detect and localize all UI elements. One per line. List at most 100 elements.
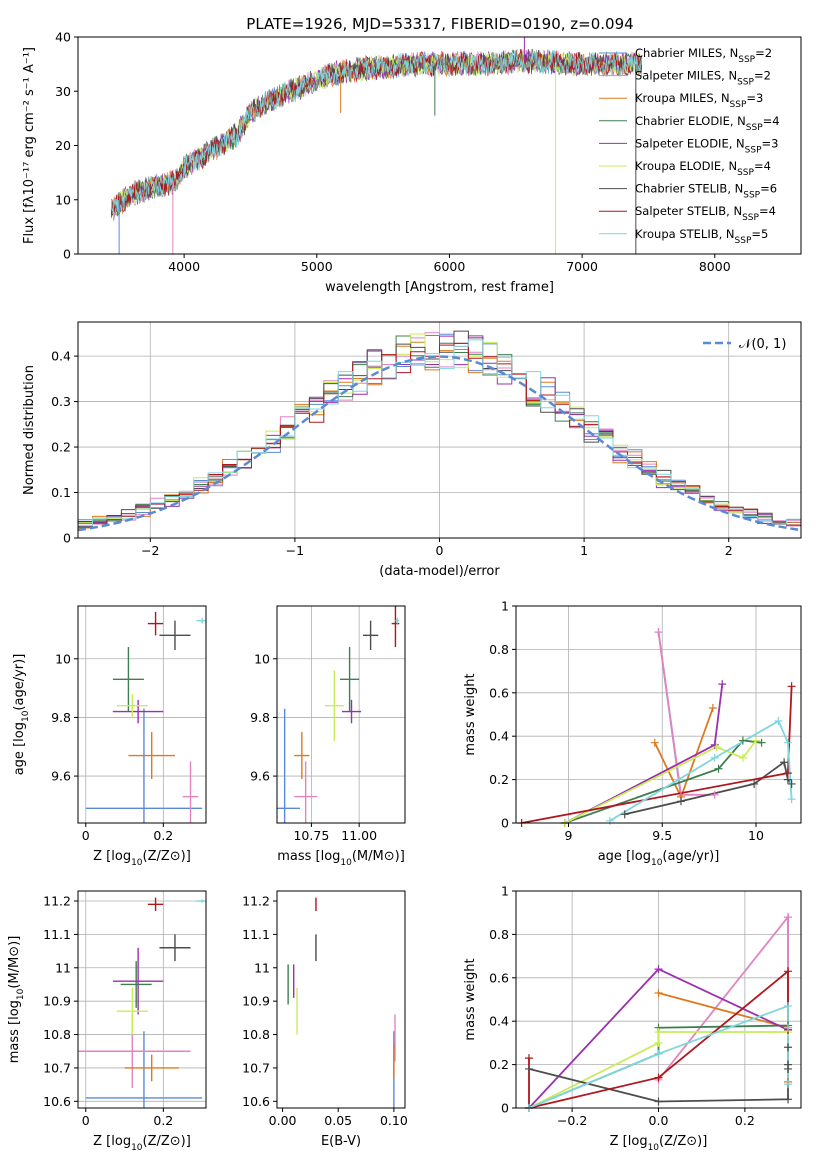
weight-marker [784, 1080, 793, 1089]
y-tick-label: 10 [55, 651, 71, 666]
y-tick-label: 10.6 [43, 1094, 71, 1109]
legend-label: Kroupa ELODIE, NSSP=4 [635, 159, 771, 178]
x-axis-label: wavelength [Angstrom, rest frame] [325, 280, 554, 295]
x-tick-label: 10 [748, 828, 764, 843]
y-tick-label: 10.8 [242, 1027, 270, 1042]
legend-label: Kroupa STELIB, NSSP=5 [635, 227, 768, 246]
weight-marker [718, 680, 727, 689]
weight-line [564, 683, 724, 823]
y-tick-label: 0.4 [489, 729, 509, 744]
y-axis-label: Normed distribution [22, 365, 37, 495]
weight-marker [784, 1095, 793, 1104]
plot-area [78, 897, 206, 1108]
weight-marker [784, 1002, 793, 1011]
legend-label: 𝒩(0, 1) [739, 337, 786, 352]
plot-area [85, 611, 206, 823]
y-tick-label: 20 [55, 138, 71, 153]
legend-label: Salpeter MILES, NSSP=2 [635, 69, 771, 88]
y-tick-label: 11.2 [43, 894, 71, 909]
weight-marker [654, 1073, 663, 1082]
legend-label: Salpeter ELODIE, NSSP=3 [635, 136, 778, 155]
weight-marker [677, 797, 685, 806]
legend-label: Chabrier STELIB, NSSP=6 [635, 182, 777, 201]
x-axis-label: E(B-V) [321, 1134, 361, 1149]
y-axis-label: age [log10(age/yr)] [12, 654, 31, 776]
x-tick-label: 10.75 [293, 828, 329, 843]
spectrum-line [110, 49, 643, 214]
axes-frame [276, 890, 406, 1109]
x-tick-label: 0.0 [649, 1113, 669, 1128]
spectrum-line [110, 49, 643, 214]
weight-marker [654, 1028, 663, 1037]
x-axis-label: mass [log10(M/M⊙)] [277, 849, 405, 868]
y-tick-label: 1 [501, 884, 509, 899]
weight-marker [654, 1049, 663, 1058]
x-tick-label: 0.00 [269, 1113, 297, 1128]
y-tick-label: 10 [55, 192, 71, 207]
x-axis-label: Z [log10(Z/Z⊙)] [93, 849, 191, 868]
y-tick-label: 11 [55, 960, 71, 975]
y-tick-label: 10 [254, 651, 270, 666]
x-tick-label: 0.10 [380, 1113, 408, 1128]
x-tick-label: 0.05 [324, 1113, 352, 1128]
y-tick-label: 0.8 [489, 927, 509, 942]
y-tick-label: 9.6 [51, 769, 71, 784]
weight-marker [654, 965, 663, 974]
mass-vs-ebv-panel: 0.00 0.05 0.10 10.6 10.7 10.8 10.9 11 11.1 11.2 E(… [242, 890, 408, 1149]
weight-marker [784, 1023, 793, 1032]
plot-area [78, 330, 801, 532]
x-tick-label: −1 [286, 543, 304, 558]
weight-marker [654, 1097, 663, 1106]
histogram-step [78, 339, 801, 527]
legend-label: Chabrier MILES, NSSP=2 [635, 46, 772, 65]
x-tick-label: 1 [580, 543, 588, 558]
y-tick-label: 0.8 [489, 642, 509, 657]
y-tick-label: 10.7 [43, 1060, 71, 1075]
y-tick-label: 9.8 [250, 710, 270, 725]
x-tick-label: 8000 [699, 259, 731, 274]
x-tick-label: 6000 [434, 259, 466, 274]
axes-frame [77, 890, 207, 1109]
normal-curve [78, 355, 799, 532]
axes-frame [77, 605, 207, 824]
histogram-step [78, 342, 801, 526]
weight-vs-age-panel: 9 9.5 10 0 0.2 0.4 0.6 0.8 1 age [log10(age/yr)] m… [463, 599, 802, 868]
x-tick-label: 0.2 [735, 1113, 755, 1128]
y-tick-label: 0.4 [51, 349, 71, 364]
y-tick-label: 0 [501, 1101, 509, 1116]
weight-marker [710, 753, 719, 762]
weight-marker [783, 769, 792, 778]
axes-frame [515, 605, 802, 824]
age-vs-mass-panel: 10.75 11.00 9.6 9.8 10 mass [log10(M/M⊙)] [250, 605, 406, 868]
y-tick-label: 11.1 [242, 927, 270, 942]
y-tick-label: 0 [63, 531, 71, 546]
weight-marker [784, 1043, 793, 1052]
weight-marker [708, 703, 717, 712]
y-tick-label: 0.4 [489, 1014, 509, 1029]
x-tick-label: 7000 [566, 259, 598, 274]
weight-marker [650, 738, 659, 747]
spectrum-panel: 4000 5000 6000 7000 8000 0 10 20 30 40 wavelength … [22, 30, 802, 295]
weight-marker [654, 1038, 663, 1047]
plot-area [277, 606, 400, 823]
x-axis-label: Z [log10(Z/Z⊙)] [610, 1134, 708, 1153]
weight-marker [787, 779, 796, 788]
x-tick-label: 4000 [168, 259, 200, 274]
x-tick-label: 0.2 [153, 828, 173, 843]
y-axis-label: Flux [fλ10⁻¹⁷ erg cm⁻² s⁻¹ A⁻¹] [22, 47, 37, 244]
y-axis-label: mass weight [463, 958, 478, 1040]
weight-marker [784, 913, 793, 922]
residuals-panel: −2 −1 0 1 2 0 0.1 0.2 0.3 0.4 (data-model)/error No… [22, 321, 802, 579]
y-tick-label: 0.3 [51, 394, 71, 409]
weight-marker [738, 736, 747, 745]
plot-area [110, 37, 643, 254]
x-tick-label: 9 [565, 828, 573, 843]
x-axis-label: age [log10(age/yr)] [598, 849, 720, 868]
y-axis-label: mass [log10(M/M⊙)] [7, 936, 26, 1064]
weight-marker [654, 628, 663, 637]
y-tick-label: 9.6 [250, 769, 270, 784]
axes-frame [276, 605, 406, 824]
plot-area [521, 631, 793, 823]
weight-marker [783, 738, 792, 747]
y-tick-label: 0.2 [51, 440, 71, 455]
